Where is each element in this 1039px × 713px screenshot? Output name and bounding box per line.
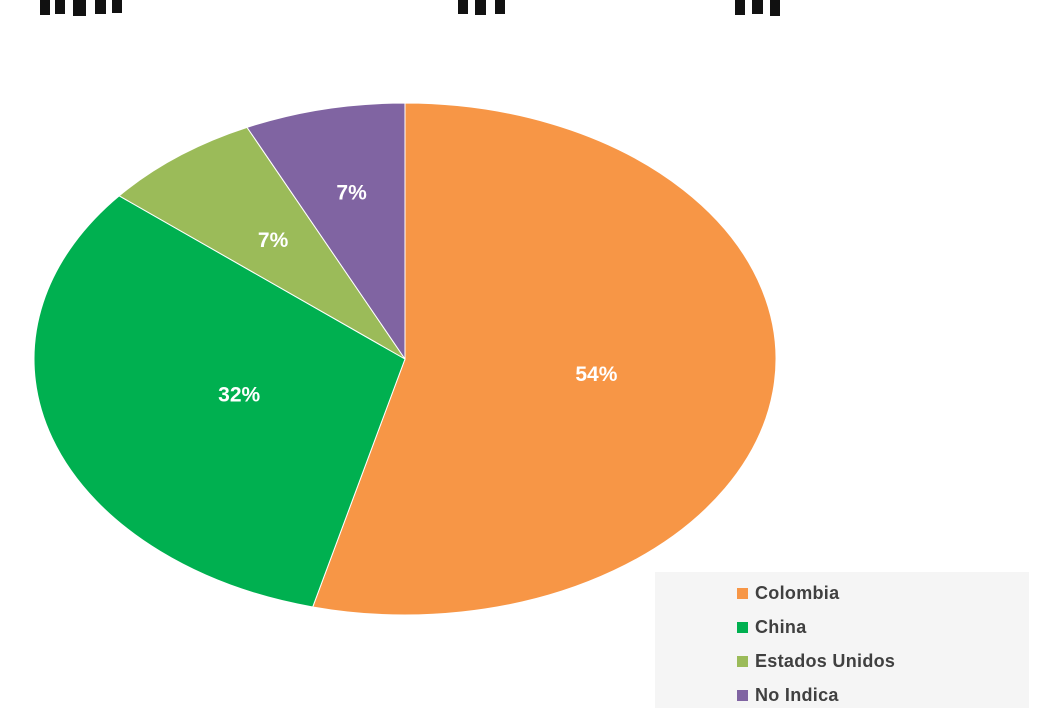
legend-label-estados-unidos: Estados Unidos (755, 650, 896, 671)
pie-slice-estados-unidos (118, 126, 406, 360)
legend-item-colombia: Colombia (737, 576, 1029, 610)
data-label-china: 32% (218, 384, 260, 407)
pie-slice-china (33, 195, 406, 608)
legend-label-china: China (755, 616, 807, 637)
legend-swatch-estados-unidos (737, 655, 748, 667)
data-label-no-indica: 7% (336, 182, 367, 205)
data-label-estados-unidos: 7% (258, 229, 289, 252)
legend-item-no-indica: No Indica (737, 678, 1029, 712)
chart-legend: Colombia China Estados Unidos No Indica (655, 572, 1029, 708)
legend-swatch-china (737, 621, 748, 633)
legend-label-colombia: Colombia (755, 582, 840, 603)
legend-item-china: China (737, 610, 1029, 644)
legend-label-no-indica: No Indica (755, 684, 839, 705)
legend-swatch-colombia (737, 587, 748, 599)
legend-item-estados-unidos: Estados Unidos (737, 644, 1029, 678)
pie-slices (33, 102, 777, 616)
pie-slice-colombia (312, 102, 777, 616)
pie-slice-no-indica (246, 102, 406, 361)
legend-swatch-no-indica (737, 689, 748, 701)
pie-data-labels: 54% 32% 7% 7% (218, 182, 618, 407)
data-label-colombia: 54% (575, 363, 617, 386)
